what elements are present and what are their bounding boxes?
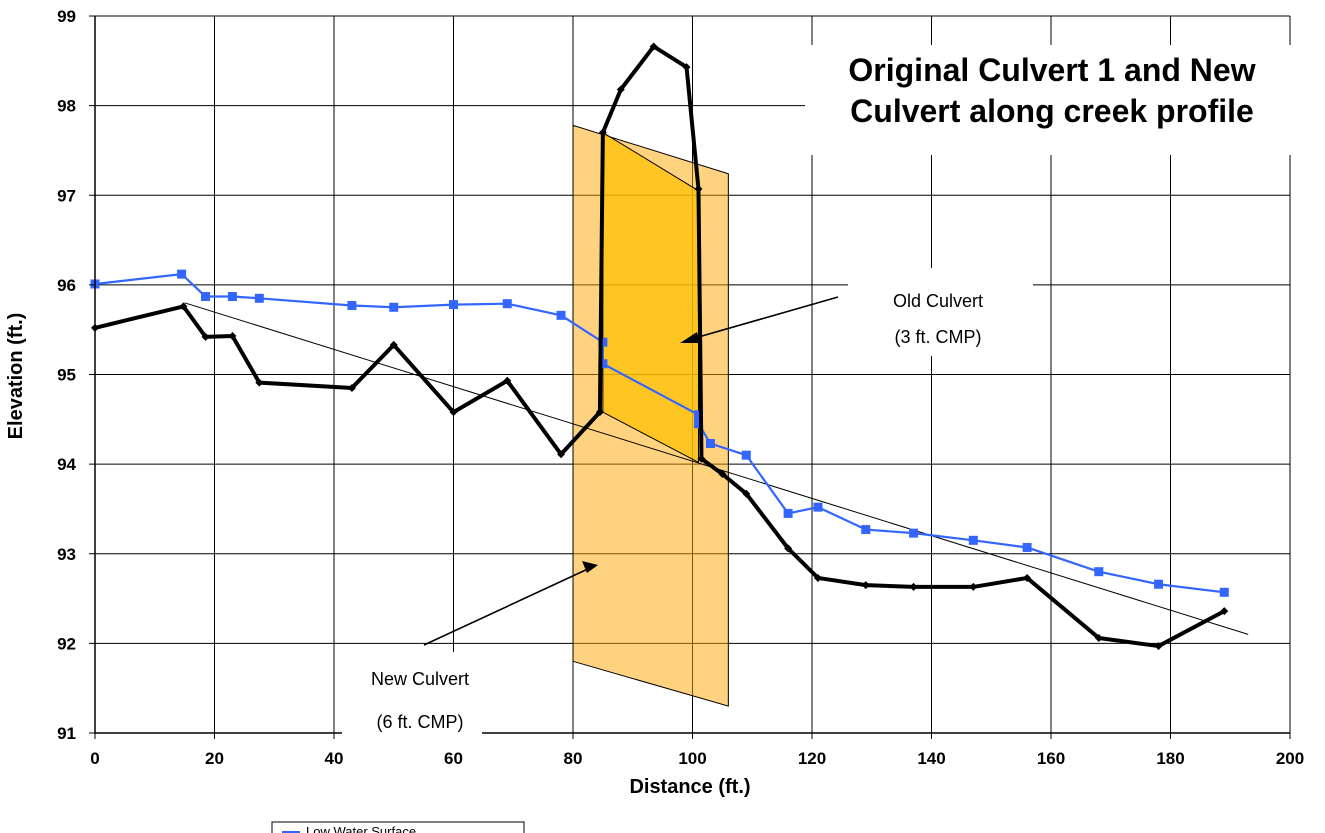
x-tick-label: 120: [798, 749, 826, 768]
data-point-ground-longitudinal-profile: [503, 376, 512, 385]
x-tick-label: 0: [90, 749, 99, 768]
legend-item-low-water-surface: Low Water Surface: [306, 824, 416, 833]
axes: 0 20 40 60 80 100 120 140 160 180 200 91 92 93 94 95 96 9…: [57, 7, 1304, 768]
y-tick-label: 99: [57, 7, 76, 26]
data-point-ground-longitudinal-profile: [813, 573, 822, 582]
old-culvert-shape: [602, 131, 699, 464]
data-point-ground-longitudinal-profile: [909, 582, 918, 591]
data-point-low-water-surface: [502, 299, 512, 309]
x-tick-label: 60: [444, 749, 463, 768]
x-tick-label: 180: [1156, 749, 1184, 768]
data-point-low-water-surface: [1022, 542, 1032, 552]
data-point-low-water-surface: [783, 508, 793, 518]
data-point-ground-longitudinal-profile: [347, 383, 356, 392]
data-point-low-water-surface: [861, 525, 871, 535]
y-tick-label: 92: [57, 634, 76, 653]
data-point-ground-longitudinal-profile: [255, 378, 264, 387]
data-point-ground-longitudinal-profile: [449, 408, 458, 417]
data-point-ground-longitudinal-profile: [682, 63, 691, 72]
axis-titles: Distance (ft.) Elevation (ft.): [5, 313, 751, 798]
data-point-low-water-surface: [201, 292, 211, 302]
data-point-ground-longitudinal-profile: [616, 85, 625, 94]
legend-box: [271, 821, 525, 833]
x-axis-title: Distance (ft.): [629, 776, 750, 798]
data-point-ground-longitudinal-profile: [718, 469, 727, 478]
x-tick-label: 140: [917, 749, 945, 768]
data-point-ground-longitudinal-profile: [179, 302, 188, 311]
data-point-ground-longitudinal-profile: [861, 581, 870, 590]
data-point-ground-longitudinal-profile: [969, 582, 978, 591]
series-line-ground-longitudinal-profile: [94, 44, 1226, 649]
old-culvert-label-line-2: (3 ft. CMP): [894, 327, 981, 347]
old-culvert-arrow: [687, 296, 839, 341]
data-point-ground-longitudinal-profile: [1023, 573, 1032, 582]
x-tick-label: 20: [205, 749, 224, 768]
data-point-low-water-surface: [254, 293, 264, 303]
data-point-low-water-surface: [598, 359, 608, 369]
x-tick-label: 160: [1037, 749, 1065, 768]
data-point-low-water-surface: [177, 269, 187, 279]
data-point-low-water-surface: [1094, 567, 1104, 577]
data-point-ground-longitudinal-profile: [1094, 633, 1103, 642]
x-tick-label: 80: [564, 749, 583, 768]
new-culvert-label-line-1: New Culvert: [371, 669, 469, 689]
data-point-low-water-surface: [909, 528, 919, 538]
data-point-ground-longitudinal-profile: [595, 408, 604, 417]
data-point-low-water-surface: [813, 502, 823, 512]
x-tick-label: 40: [325, 749, 344, 768]
y-tick-label: 95: [57, 366, 76, 385]
y-tick-label: 96: [57, 276, 76, 295]
data-point-ground-longitudinal-profile: [557, 450, 566, 459]
data-point-low-water-surface: [741, 450, 751, 460]
data-point-low-water-surface: [968, 535, 978, 545]
data-point-ground-longitudinal-profile: [784, 544, 793, 553]
y-tick-label: 91: [57, 724, 76, 743]
legend: Low Water Surface: [271, 821, 525, 833]
y-tick-label: 94: [57, 455, 76, 474]
data-point-low-water-surface: [347, 300, 357, 310]
y-tick-label: 93: [57, 545, 76, 564]
data-point-low-water-surface: [227, 292, 237, 302]
x-tick-label: 100: [678, 749, 706, 768]
data-point-ground-longitudinal-profile: [742, 489, 751, 498]
y-axis-title: Elevation (ft.): [5, 313, 27, 440]
data-point-ground-longitudinal-profile: [228, 331, 237, 340]
data-point-low-water-surface: [1219, 587, 1229, 597]
data-point-ground-longitudinal-profile: [694, 184, 703, 193]
data-point-low-water-surface: [449, 300, 458, 310]
old-culvert-label-line-1: Old Culvert: [893, 291, 983, 311]
new-culvert-arrow: [423, 567, 591, 646]
data-point-ground-longitudinal-profile: [697, 454, 706, 463]
annotations: Original Culvert 1 and New Culvert along…: [342, 45, 1310, 744]
new-culvert-arrowhead: [582, 561, 598, 573]
data-point-ground-longitudinal-profile: [389, 340, 398, 349]
data-point-low-water-surface: [556, 310, 566, 320]
y-tick-label: 97: [57, 186, 76, 205]
data-point-ground-longitudinal-profile: [649, 42, 658, 51]
data-point-low-water-surface: [389, 302, 399, 312]
data-point-low-water-surface: [693, 410, 703, 420]
data-point-ground-longitudinal-profile: [201, 332, 210, 341]
chart-title-line-1: Original Culvert 1 and New: [848, 52, 1255, 88]
old-culvert-label-background: [848, 268, 1033, 356]
x-tick-label: 200: [1276, 749, 1304, 768]
data-point-ground-longitudinal-profile: [1220, 607, 1229, 616]
new-culvert-label-background: [342, 652, 482, 744]
title-background: [805, 45, 1310, 155]
old-culvert-arrowhead: [680, 332, 700, 343]
data-point-ground-longitudinal-profile: [598, 128, 607, 137]
data-point-low-water-surface: [1154, 579, 1164, 589]
data-point-low-water-surface: [693, 419, 703, 429]
data-point-low-water-surface: [705, 439, 715, 449]
new-culvert-label-line-2: (6 ft. CMP): [376, 712, 463, 732]
data-point-ground-longitudinal-profile: [1154, 642, 1163, 651]
data-point-low-water-surface: [598, 337, 608, 347]
y-tick-label: 98: [57, 97, 76, 116]
chart-title-line-2: Culvert along creek profile: [850, 93, 1254, 129]
series-group: [90, 42, 1229, 651]
culvert-overlays: [572, 124, 729, 707]
